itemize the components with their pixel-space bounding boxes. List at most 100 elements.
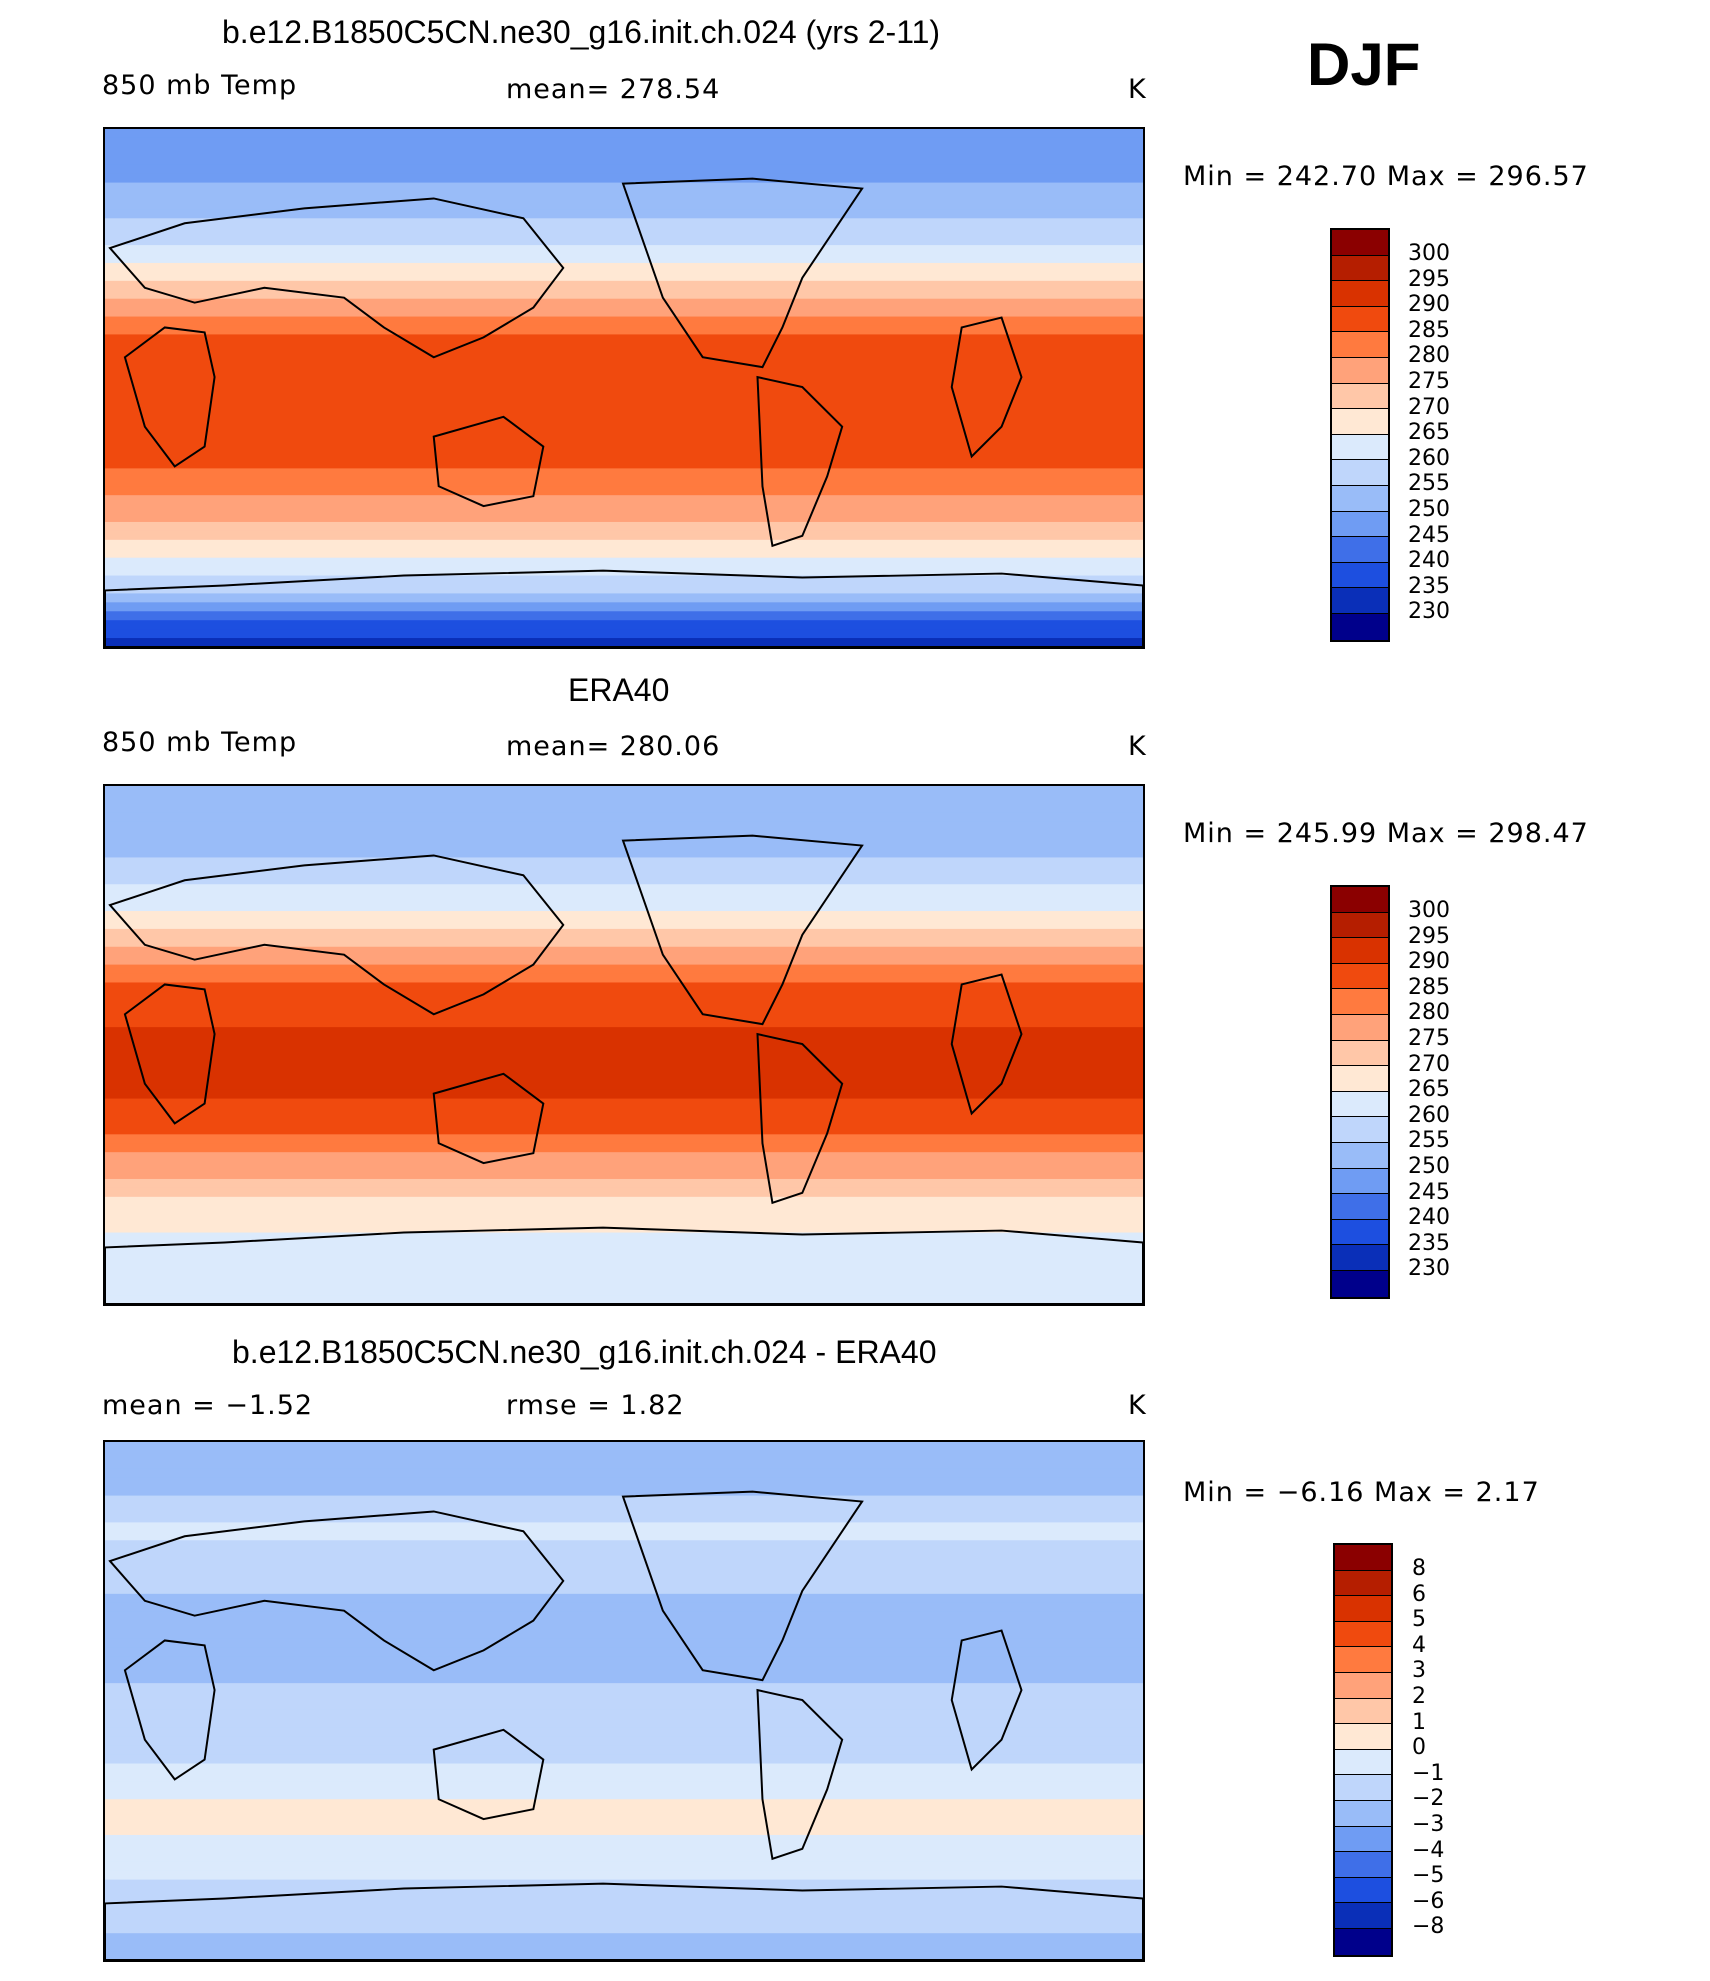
colorbar-swatch bbox=[1332, 1014, 1388, 1041]
colorbar-tick-label: 280 bbox=[1408, 1000, 1450, 1026]
contour-band bbox=[105, 1754, 1143, 1765]
contour-band bbox=[105, 638, 1143, 647]
contour-band bbox=[105, 991, 1143, 1001]
contour-band bbox=[105, 1638, 1143, 1649]
coastline bbox=[432, 1072, 545, 1165]
contour-band bbox=[105, 388, 1143, 398]
colorbar-tick-label: −4 bbox=[1412, 1837, 1445, 1863]
colorbar-swatch bbox=[1332, 460, 1388, 486]
colorbar-tick-label: 240 bbox=[1408, 548, 1450, 574]
contour-band bbox=[105, 884, 1143, 894]
contour-band bbox=[105, 236, 1143, 246]
contour-band bbox=[105, 155, 1143, 166]
contour-band bbox=[105, 1125, 1143, 1135]
contour-band bbox=[105, 848, 1143, 859]
panel2-colorbar bbox=[1330, 885, 1390, 1299]
contour-band bbox=[105, 1232, 1143, 1243]
contour-band bbox=[105, 1027, 1143, 1037]
contour-band bbox=[105, 1071, 1143, 1082]
coastline bbox=[108, 197, 565, 359]
colorbar-tick-label: −5 bbox=[1412, 1863, 1445, 1889]
panel1-colorbar-labels: 300 295 290 285 280 275 270 265 260 255 250 245 240 2… bbox=[1408, 241, 1450, 625]
colorbar-swatch bbox=[1335, 1672, 1391, 1699]
contour-band bbox=[105, 803, 1143, 814]
contour-band bbox=[105, 1736, 1143, 1747]
contour-band bbox=[105, 262, 1143, 273]
contour-band bbox=[105, 611, 1143, 621]
contour-band bbox=[105, 1826, 1143, 1836]
colorbar-swatch bbox=[1332, 255, 1388, 282]
colorbar-tick-label: 245 bbox=[1408, 1179, 1450, 1205]
contour-band bbox=[105, 1080, 1143, 1091]
contour-band bbox=[105, 1477, 1143, 1488]
contour-band bbox=[105, 1567, 1143, 1577]
colorbar-tick-label: −6 bbox=[1412, 1888, 1445, 1914]
colorbar-tick-label: 290 bbox=[1408, 292, 1450, 318]
contour-band bbox=[105, 1870, 1143, 1881]
contour-band bbox=[105, 866, 1143, 876]
contour-band bbox=[105, 1781, 1143, 1791]
contour-band bbox=[105, 1504, 1143, 1515]
colorbar-tick-label: 275 bbox=[1408, 368, 1450, 394]
contour-band bbox=[105, 1196, 1143, 1207]
colorbar-tick-label: 240 bbox=[1408, 1205, 1450, 1231]
contour-band bbox=[105, 1915, 1143, 1925]
colorbar-swatch bbox=[1332, 989, 1388, 1015]
contour-band bbox=[105, 875, 1143, 885]
contour-band bbox=[105, 1540, 1143, 1550]
contour-band bbox=[105, 902, 1143, 912]
contour-band bbox=[105, 450, 1143, 461]
panel1-units: K bbox=[1128, 74, 1147, 105]
colorbar-tick-label: 285 bbox=[1408, 317, 1450, 343]
contour-band bbox=[105, 1531, 1143, 1541]
colorbar-swatch bbox=[1335, 1570, 1391, 1597]
contour-band bbox=[105, 1611, 1143, 1622]
coastline bbox=[950, 316, 1023, 459]
contour-band bbox=[105, 593, 1143, 603]
colorbar-swatch bbox=[1332, 1117, 1388, 1143]
panel2-map bbox=[103, 784, 1145, 1306]
contour-band bbox=[105, 911, 1143, 921]
contour-band bbox=[105, 1602, 1143, 1613]
contour-band bbox=[105, 1852, 1143, 1863]
panel1-minmax: Min = 242.70 Max = 296.57 bbox=[1183, 161, 1589, 192]
colorbar-swatch bbox=[1332, 1219, 1388, 1246]
colorbar-tick-label: 8 bbox=[1412, 1556, 1426, 1581]
panel2-colorbar-labels: 300 295 290 285 280 275 270 265 260 255 250 245 240 2… bbox=[1408, 898, 1450, 1282]
colorbar-swatch bbox=[1332, 537, 1388, 563]
contour-band bbox=[105, 1549, 1143, 1559]
colorbar-swatch bbox=[1332, 1066, 1388, 1092]
contour-band bbox=[105, 964, 1143, 975]
contour-band bbox=[105, 575, 1143, 586]
colorbar-tick-label: 270 bbox=[1408, 1051, 1450, 1077]
coastline bbox=[123, 326, 216, 468]
contour-band bbox=[105, 173, 1143, 184]
contour-band bbox=[105, 164, 1143, 175]
contour-band bbox=[105, 1772, 1143, 1782]
colorbar-tick-label: 280 bbox=[1408, 343, 1450, 369]
colorbar-swatch bbox=[1332, 1040, 1388, 1067]
contour-band bbox=[105, 1701, 1143, 1711]
colorbar-swatch bbox=[1332, 332, 1388, 358]
panel1-left-label: 850 mb Temp bbox=[102, 70, 298, 101]
coastline bbox=[105, 1226, 1143, 1304]
coastline bbox=[621, 834, 864, 1026]
contour-band bbox=[105, 1442, 1143, 1452]
contour-band bbox=[105, 857, 1143, 867]
coastline bbox=[108, 1510, 565, 1672]
contour-band bbox=[105, 1647, 1143, 1657]
contour-band bbox=[105, 423, 1143, 434]
colorbar-swatch bbox=[1332, 1142, 1388, 1169]
colorbar-tick-label: 295 bbox=[1408, 923, 1450, 949]
coastline bbox=[621, 177, 864, 369]
contour-band bbox=[105, 1575, 1143, 1586]
contour-band bbox=[105, 1790, 1143, 1800]
contour-band bbox=[105, 548, 1143, 559]
contour-band bbox=[105, 504, 1143, 514]
contour-band bbox=[105, 316, 1143, 327]
colorbar-tick-label: 295 bbox=[1408, 266, 1450, 292]
colorbar-swatch bbox=[1335, 1852, 1391, 1878]
contour-band bbox=[105, 557, 1143, 568]
contour-band bbox=[105, 1745, 1143, 1756]
contour-band bbox=[105, 146, 1143, 157]
